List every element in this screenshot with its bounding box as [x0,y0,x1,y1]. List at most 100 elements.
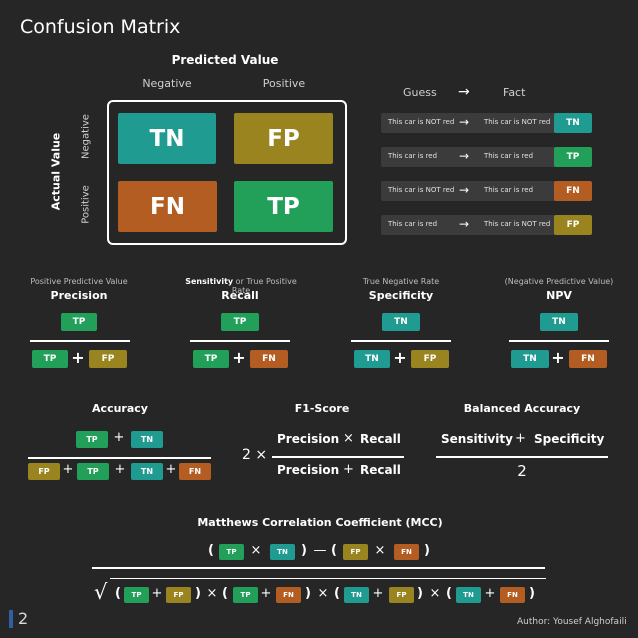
page-number: 2 [18,609,29,628]
f1-num-times: × [343,431,354,446]
accuracy-den-plus-1: + [62,462,74,477]
mcc-den-g4-fn: FN [500,587,525,603]
row-negative-label: Negative [80,114,92,159]
f1-den-plus: + [343,462,354,477]
page-marker-bar [9,610,13,628]
fact-header: Fact [503,86,526,99]
guess-fact-row: This car is red → This car is red TP [381,147,592,167]
mcc-den-g2-fn: FN [276,587,301,603]
mcc-den-times-1: × [206,586,218,601]
f1-den-precision: Precision [277,463,340,477]
mcc-den-lparen-3: ( [334,586,340,601]
balanced-num-plus: + [515,431,526,446]
mcc-den-g3-plus: + [372,586,384,601]
fact-text: This car is red [484,186,534,194]
author-credit: Author: Yousef Alghofaili [517,617,627,627]
guess-text: This car is red [388,220,438,228]
balanced-fraction-line [436,456,608,458]
mcc-num-rparen-2: ) [424,543,430,558]
npv-den-tn: TN [511,350,549,368]
recall-num-tp: TP [221,313,259,331]
mcc-den-rparen-1: ) [195,586,201,601]
mcc-den-g1-tp: TP [124,587,149,603]
recall-subtitle-rest: or True Positive Rate [231,277,297,295]
f1-title: F1-Score [294,402,350,415]
precision-fraction-line [30,340,130,342]
mcc-den-g2-plus: + [260,586,272,601]
precision-title: Precision [50,289,108,302]
f1-num-precision: Precision [277,432,340,446]
mcc-den-times-3: × [429,586,441,601]
arrow-right-icon: → [459,115,470,129]
mcc-den-rparen-2: ) [305,586,311,601]
mcc-num-tn: TN [270,544,295,560]
mcc-num-fp: FP [343,544,368,560]
arrow-right-icon: → [459,149,470,163]
accuracy-den-fp: FP [28,463,60,480]
recall-subtitle: Sensitivity or True Positive Rate [176,277,306,295]
predicted-value-label: Predicted Value [171,53,279,67]
precision-den-fp: FP [89,350,127,368]
accuracy-num-tn: TN [131,431,163,448]
mcc-den-g1-plus: + [151,586,163,601]
specificity-num-tn: TN [382,313,420,331]
mcc-sqrt-symbol: √ [94,580,108,604]
mcc-num-tp: TP [219,544,244,560]
mcc-den-g3-fp: FP [389,587,414,603]
accuracy-fraction-line [28,457,211,459]
f1-den-recall: Recall [360,463,401,477]
cell-tp: TP [234,181,333,232]
cell-fp: FP [234,113,333,164]
arrow-right-icon: → [459,217,470,231]
precision-subtitle: Positive Predictive Value [30,277,128,286]
mcc-den-g1-fp: FP [166,587,191,603]
guess-fact-row: This car is NOT red → This car is NOT red T… [381,113,592,133]
balanced-num-sensitivity: Sensitivity [441,432,513,446]
mcc-num-lparen-1: ( [208,543,214,558]
recall-den-tp: TP [193,350,229,368]
guess-fact-row-background [381,181,556,201]
f1-factor: 2 × [242,447,268,463]
mcc-den-g4-tn: TN [456,587,481,603]
accuracy-den-plus-2: + [114,462,126,477]
guess-header: Guess [403,86,437,99]
mcc-den-g4-plus: + [484,586,496,601]
accuracy-title: Accuracy [92,402,148,415]
actual-value-label: Actual Value [49,132,63,211]
arrow-right-icon: → [459,183,470,197]
outcome-badge: TP [554,147,592,167]
accuracy-num-plus: + [113,430,125,445]
mcc-num-lparen-2: ( [331,543,337,558]
precision-den-tp: TP [32,350,68,368]
specificity-title: Specificity [368,289,434,302]
outcome-badge: FN [554,181,592,201]
specificity-fraction-line [351,340,451,342]
npv-num-tn: TN [540,313,578,331]
mcc-den-g3-tn: TN [344,587,369,603]
fact-text: This car is red [484,152,534,160]
cell-tn: TN [118,113,216,164]
mcc-num-fn: FN [394,544,419,560]
col-negative-label: Negative [142,77,192,90]
recall-fraction-line [190,340,290,342]
recall-title: Recall [221,289,259,302]
mcc-fraction-line [92,567,545,569]
mcc-den-lparen-4: ( [446,586,452,601]
guess-fact-row: This car is NOT red → This car is red FN [381,181,592,201]
guess-fact-row-background [381,215,556,235]
guess-text: This car is red [388,152,438,160]
npv-subtitle: (Negative Predictive Value) [504,277,614,286]
cell-fn: FN [118,181,217,232]
guess-fact-row: This car is red → This car is NOT red FP [381,215,592,235]
f1-num-recall: Recall [360,432,401,446]
mcc-num-rparen-1: ) [301,543,307,558]
npv-title: NPV [546,289,572,302]
mcc-num-times-2: × [374,543,386,558]
guess-fact-row-background [381,113,556,133]
accuracy-num-tp: TP [76,431,108,448]
fact-text: This car is NOT red [484,220,551,228]
outcome-badge: TN [554,113,592,133]
recall-subtitle-bold: Sensitivity [185,277,234,286]
recall-den-fn: FN [250,350,288,368]
accuracy-den-tp: TP [77,463,109,480]
